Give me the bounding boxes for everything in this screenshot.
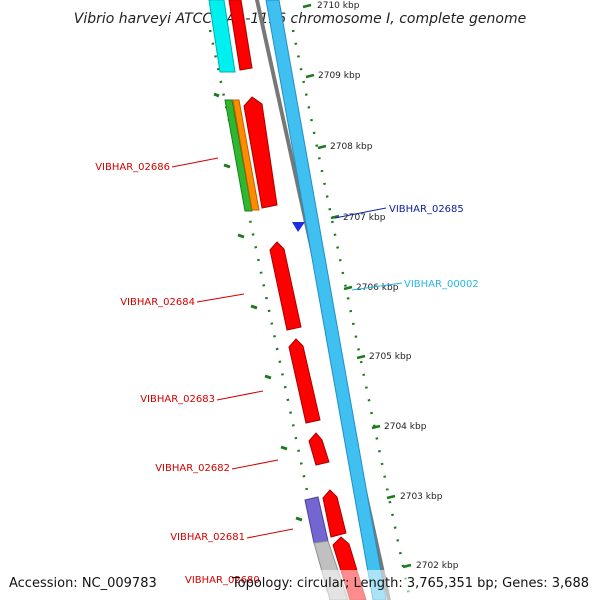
gene-label-00002[interactable]: VIBHAR_00002 [404, 279, 479, 290]
map-title: Vibrio harveyi ATCC BAA-1116 chromosome … [74, 11, 526, 27]
leader-02683 [216, 390, 264, 401]
tick-labels: 2710 kbp 2709 kbp 2708 kbp 2707 kbp 2706… [317, 1, 459, 571]
tick-mark [343, 285, 353, 291]
gene-label-02686[interactable]: VIBHAR_02686 [95, 162, 170, 173]
tick-marks [302, 3, 412, 569]
tick-mark [330, 214, 340, 220]
tick-mark [371, 424, 381, 430]
footer-backdrop [0, 570, 600, 600]
accession-text: Accession: NC_009783 [9, 576, 157, 591]
inner-dash [213, 92, 220, 98]
gene-label-02684[interactable]: VIBHAR_02684 [120, 297, 195, 308]
tick-label: 2702 kbp [416, 561, 459, 571]
tick-label: 2708 kbp [330, 142, 373, 152]
inner-dash [237, 233, 245, 239]
tick-label: 2710 kbp [317, 1, 360, 11]
tick-mark [302, 3, 312, 9]
leader-02686 [171, 157, 219, 168]
feature-red-top[interactable] [228, 0, 253, 71]
feature-green[interactable] [224, 99, 253, 212]
tick-label: 2709 kbp [318, 71, 361, 81]
tick-label: 2703 kbp [400, 492, 443, 502]
tick-mark [317, 144, 327, 150]
tick-label: 2707 kbp [343, 213, 386, 223]
gene-marker-02685[interactable] [292, 222, 305, 232]
leader-02684 [196, 293, 245, 303]
leader-02682 [231, 459, 279, 470]
leader-02685 [334, 207, 387, 219]
tick-mark [402, 563, 412, 569]
inner-dash [250, 304, 258, 310]
gene-02684[interactable] [269, 241, 302, 331]
feature-cyan-top[interactable] [208, 0, 236, 73]
tick-mark [386, 494, 396, 500]
inner-dash [280, 445, 288, 451]
tick-mark [305, 73, 315, 79]
gene-label-02681[interactable]: VIBHAR_02681 [170, 532, 245, 543]
leader-02681 [246, 528, 294, 539]
backbone-blue-track [265, 0, 387, 600]
gene-02682[interactable] [308, 432, 330, 466]
tick-label: 2704 kbp [384, 422, 427, 432]
leader-00002 [351, 282, 403, 291]
gene-label-02682[interactable]: VIBHAR_02682 [155, 463, 230, 474]
inner-dashes [213, 92, 303, 522]
label-leaders [171, 157, 403, 539]
gene-label-02685[interactable]: VIBHAR_02685 [389, 204, 464, 215]
tick-label: 2705 kbp [369, 352, 412, 362]
topology-text: Topology: circular; Length: 3,765,351 bp… [231, 576, 589, 591]
inner-dash [264, 374, 272, 380]
inner-dash [223, 163, 231, 169]
feature-orange[interactable] [232, 99, 260, 211]
gene-02683[interactable] [288, 338, 321, 424]
tick-mark [356, 354, 366, 360]
gene-label-02683[interactable]: VIBHAR_02683 [140, 394, 215, 405]
gene-02686[interactable] [243, 96, 278, 209]
tick-label: 2706 kbp [356, 283, 399, 293]
gene-02681[interactable] [322, 489, 347, 538]
inner-dash [295, 516, 303, 522]
gene-label-02680[interactable]: VIBHAR_02680 [185, 575, 260, 586]
